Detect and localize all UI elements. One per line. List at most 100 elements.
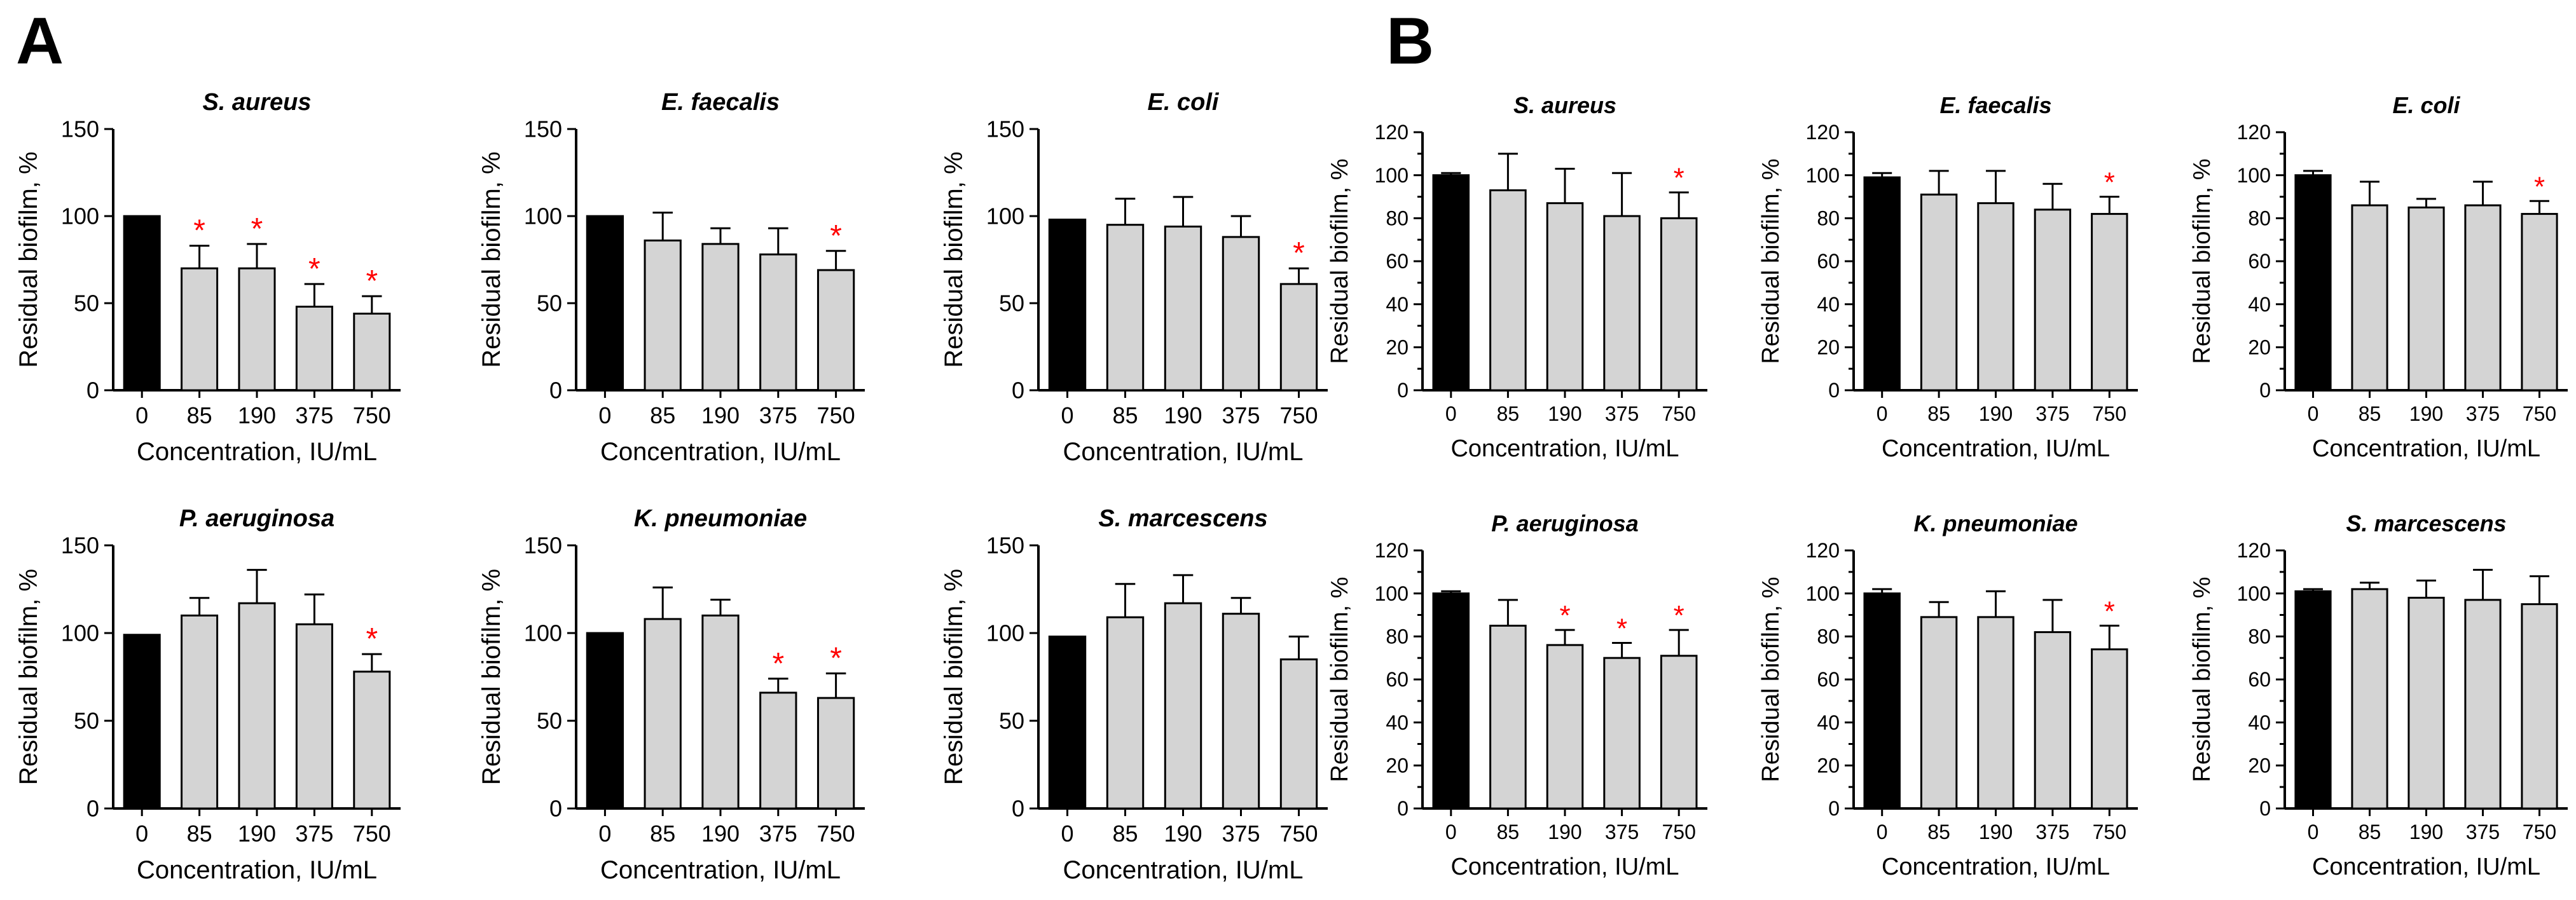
x-tick-label: 85 [1112,402,1138,428]
x-tick-label: 750 [1279,821,1318,847]
y-tick-label: 60 [2248,250,2271,273]
y-tick-label: 0 [1397,379,1409,402]
x-tick-label: 0 [1445,402,1457,425]
y-tick-label: 100 [524,203,562,229]
chart-title: P. aeruginosa [1491,510,1638,536]
y-tick-label: 40 [2248,293,2271,316]
y-tick-label: 50 [74,708,99,734]
x-tick-label: 85 [2359,402,2381,425]
x-tick-label: 750 [1662,402,1696,425]
y-axis-title: Residual biofilm, % [1326,576,1353,782]
y-tick-label: 40 [2248,711,2271,734]
x-tick-label: 0 [2308,402,2319,425]
x-tick-label: 0 [135,821,148,847]
y-tick-label: 40 [1817,711,1840,734]
significance-star: * [1674,600,1684,631]
chart-title: E. faecalis [1939,92,2051,118]
y-tick-label: 0 [549,378,562,404]
y-axis-title: Residual biofilm, % [1758,576,1784,782]
bar-85 [1106,616,1145,810]
y-tick-label: 150 [61,116,99,142]
x-tick-label: 190 [238,402,276,428]
x-axis-title: Concentration, IU/mL [137,856,377,884]
significance-star: * [1616,613,1627,644]
bar-375 [2464,204,2502,392]
significance-star: * [830,219,842,253]
bar-0 [1432,174,1470,392]
x-tick-label: 750 [2093,402,2126,425]
bar-375 [2034,208,2072,392]
x-axis-title: Concentration, IU/mL [1882,854,2110,880]
x-tick-label: 190 [1979,821,2013,843]
bar-750 [2521,603,2558,810]
chart-title: E. coli [1148,89,1220,116]
x-tick-label: 375 [2035,402,2069,425]
chart-title: S. aureus [202,89,311,116]
bar-750 [816,269,855,392]
x-tick-label: 85 [650,402,675,428]
chart-6: S. aureus 0 20 40 60 80 100 120 Residual biofilm… [1326,92,1707,462]
x-axis-title: Concentration, IU/mL [600,856,841,884]
x-tick-label: 0 [135,402,148,428]
bar-750 [2091,213,2128,392]
chart-9: P. aeruginosa 0 20 40 60 80 100 120 Residual bio… [1326,510,1707,880]
significance-star: * [308,252,320,286]
y-tick-label: 20 [1386,336,1409,359]
y-tick-label: 60 [1817,668,1840,691]
significance-star: * [772,647,784,681]
y-tick-label: 50 [999,290,1024,317]
x-tick-label: 375 [295,821,333,847]
bar-190 [1546,202,1584,392]
bar-0 [1432,592,1470,810]
y-tick-label: 80 [2248,207,2271,230]
y-tick-label: 120 [2237,539,2271,562]
x-axis-title: Concentration, IU/mL [1063,438,1304,466]
x-tick-label: 750 [353,402,391,428]
bar-375 [2464,599,2502,810]
x-axis-title: Concentration, IU/mL [137,438,377,466]
y-tick-label: 0 [1397,797,1409,820]
bar-750 [353,671,391,810]
y-tick-label: 20 [2248,336,2271,359]
y-tick-label: 0 [86,378,99,404]
bar-85 [644,239,682,392]
bar-0 [1048,636,1087,810]
y-axis-title: Residual biofilm, % [940,151,968,367]
y-tick-label: 120 [1375,539,1409,562]
significance-star: * [1559,600,1570,631]
bar-0 [586,215,624,392]
x-tick-label: 750 [817,402,855,428]
y-tick-label: 120 [1375,121,1409,144]
bar-85 [1489,624,1527,810]
bar-375 [295,305,333,392]
bar-750 [1660,217,1698,392]
x-tick-label: 85 [1497,402,1520,425]
y-tick-label: 150 [61,533,99,559]
bar-750 [2521,213,2558,392]
x-tick-label: 375 [759,402,797,428]
x-axis-title: Concentration, IU/mL [2312,854,2540,880]
x-tick-label: 85 [650,821,675,847]
bar-0 [1863,176,1901,392]
bar-190 [701,614,740,810]
y-axis-title: Residual biofilm, % [940,569,968,785]
bar-0 [1048,218,1087,392]
y-tick-label: 80 [1817,207,1840,230]
x-tick-label: 85 [1927,821,1950,843]
y-tick-label: 80 [1386,207,1409,230]
bar-750 [1279,658,1318,810]
x-tick-label: 750 [817,821,855,847]
bar-375 [1222,236,1260,392]
y-tick-label: 150 [986,116,1024,142]
x-tick-label: 0 [1061,821,1073,847]
significance-star: * [193,214,205,248]
bar-375 [759,692,797,810]
y-tick-label: 80 [1386,625,1409,648]
bar-190 [2407,596,2445,810]
x-tick-label: 0 [2308,821,2319,843]
y-tick-label: 0 [1012,796,1024,822]
y-tick-label: 60 [2248,668,2271,691]
chart-8: E. coli 0 20 40 60 80 100 120 Residual biofilm, … [2189,92,2568,462]
chart-title: S. marcescens [1098,505,1267,532]
